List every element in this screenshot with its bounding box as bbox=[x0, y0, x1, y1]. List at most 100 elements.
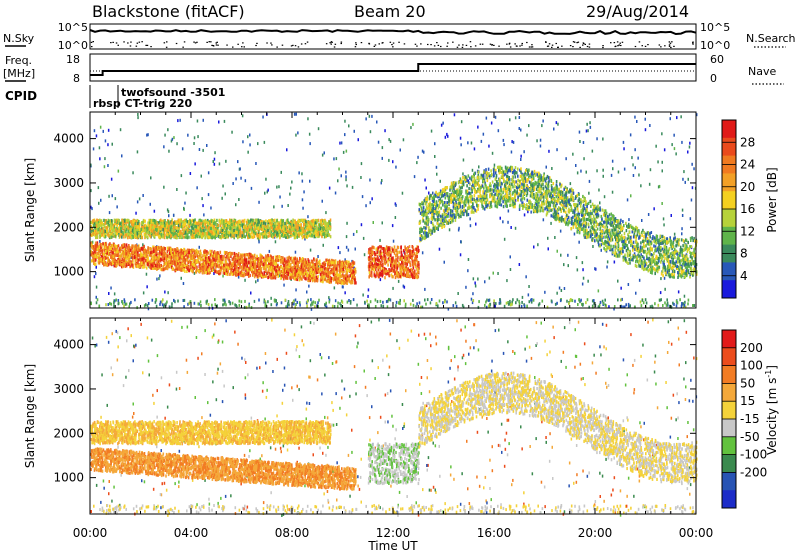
heatmap-cell bbox=[241, 254, 243, 257]
heatmap-cell bbox=[172, 138, 174, 141]
heatmap-cell bbox=[161, 249, 163, 252]
heatmap-cell bbox=[403, 299, 405, 302]
heatmap-cell bbox=[568, 302, 570, 305]
heatmap-cell bbox=[168, 150, 170, 153]
heatmap-cell bbox=[114, 219, 116, 222]
heatmap-cell bbox=[342, 301, 344, 304]
heatmap-cell bbox=[417, 156, 419, 159]
heatmap-cell bbox=[473, 277, 475, 280]
heatmap-cell bbox=[540, 139, 542, 142]
heatmap-cell bbox=[281, 266, 283, 269]
heatmap-cell bbox=[520, 155, 522, 158]
nsearch-dot bbox=[242, 42, 244, 43]
heatmap-cell bbox=[308, 277, 310, 280]
heatmap-cell bbox=[202, 271, 204, 274]
heatmap-cell bbox=[244, 279, 246, 282]
heatmap-cell bbox=[276, 303, 278, 306]
heatmap-cell bbox=[339, 251, 341, 254]
heatmap-cell bbox=[388, 138, 390, 141]
heatmap-cell bbox=[519, 263, 521, 266]
heatmap-cell bbox=[167, 208, 169, 211]
heatmap-cell bbox=[182, 269, 184, 272]
heatmap-cell bbox=[314, 279, 316, 282]
nsky-series-line bbox=[90, 30, 696, 34]
nsearch-dot bbox=[329, 42, 331, 43]
heatmap-cell bbox=[583, 141, 585, 144]
heatmap-cell bbox=[173, 136, 175, 139]
nsearch-dot bbox=[341, 42, 343, 43]
heatmap-cell bbox=[649, 124, 651, 127]
heatmap-cell bbox=[115, 299, 117, 302]
heatmap-cell bbox=[484, 304, 486, 307]
date-title: 29/Aug/2014 bbox=[586, 2, 689, 21]
heatmap-cell bbox=[528, 293, 530, 296]
nsearch-dot bbox=[184, 41, 186, 42]
heatmap-cell bbox=[249, 143, 251, 146]
heatmap-cell bbox=[678, 290, 680, 293]
nsearch-dot bbox=[116, 42, 118, 43]
heatmap-cell bbox=[566, 300, 568, 303]
heatmap-cell bbox=[543, 218, 545, 221]
heatmap-cell bbox=[346, 282, 348, 285]
heatmap-cell bbox=[395, 204, 397, 207]
heatmap-cell bbox=[658, 304, 660, 307]
heatmap-cell bbox=[370, 201, 372, 204]
heatmap-cell bbox=[110, 256, 112, 259]
heatmap-cell bbox=[502, 220, 504, 223]
heatmap-cell bbox=[522, 296, 524, 299]
heatmap-cell bbox=[200, 304, 202, 307]
heatmap-cell bbox=[205, 261, 207, 264]
heatmap-cell bbox=[236, 273, 238, 276]
heatmap-cell bbox=[557, 250, 559, 253]
heatmap-cell bbox=[322, 200, 324, 203]
heatmap-cell bbox=[612, 160, 614, 163]
heatmap-cell bbox=[617, 280, 619, 283]
nsearch-dot bbox=[211, 45, 213, 46]
heatmap-cell bbox=[419, 301, 421, 304]
heatmap-cell bbox=[145, 259, 147, 262]
heatmap-cell bbox=[308, 285, 310, 288]
heatmap-cell bbox=[169, 264, 171, 267]
heatmap-cell bbox=[196, 186, 198, 189]
nsearch-dot bbox=[570, 45, 572, 46]
heatmap-cell bbox=[287, 302, 289, 305]
heatmap-cell bbox=[209, 250, 211, 253]
nsearch-dot bbox=[139, 42, 141, 43]
heatmap-cell bbox=[689, 146, 691, 149]
heatmap-cell bbox=[118, 253, 120, 256]
nsearch-dot bbox=[480, 44, 482, 45]
heatmap-cell bbox=[517, 298, 519, 301]
nsearch-dot bbox=[166, 41, 168, 42]
heatmap-cell bbox=[508, 303, 510, 306]
heatmap-cell bbox=[375, 299, 377, 302]
heatmap-cell bbox=[681, 141, 683, 144]
heatmap-cell bbox=[181, 174, 183, 177]
heatmap-cell bbox=[297, 131, 299, 134]
heatmap-cell bbox=[329, 278, 331, 281]
heatmap-cell bbox=[114, 292, 116, 295]
nsearch-dot bbox=[506, 44, 508, 45]
heatmap-cell bbox=[265, 269, 267, 272]
heatmap-cell bbox=[156, 278, 158, 281]
heatmap-cell bbox=[625, 303, 627, 306]
heatmap-cell bbox=[664, 148, 666, 151]
heatmap-cell bbox=[684, 304, 686, 307]
heatmap-cell bbox=[197, 259, 199, 262]
heatmap-cell bbox=[311, 268, 313, 271]
heatmap-cell bbox=[346, 268, 348, 271]
heatmap-cell bbox=[281, 301, 283, 304]
heatmap-cell bbox=[247, 268, 249, 271]
heatmap-cell bbox=[110, 247, 112, 250]
heatmap-cell bbox=[646, 302, 648, 305]
heatmap-cell bbox=[426, 187, 428, 190]
heatmap-cell bbox=[325, 259, 327, 262]
heatmap-cell bbox=[263, 263, 265, 266]
nsearch-dot bbox=[217, 45, 219, 46]
heatmap-cell bbox=[589, 121, 591, 124]
heatmap-cell bbox=[353, 262, 355, 265]
heatmap-cell bbox=[441, 124, 443, 127]
heatmap-cell bbox=[335, 276, 337, 279]
heatmap-cell bbox=[187, 256, 189, 259]
heatmap-cell bbox=[499, 298, 501, 301]
heatmap-cell bbox=[184, 252, 186, 255]
